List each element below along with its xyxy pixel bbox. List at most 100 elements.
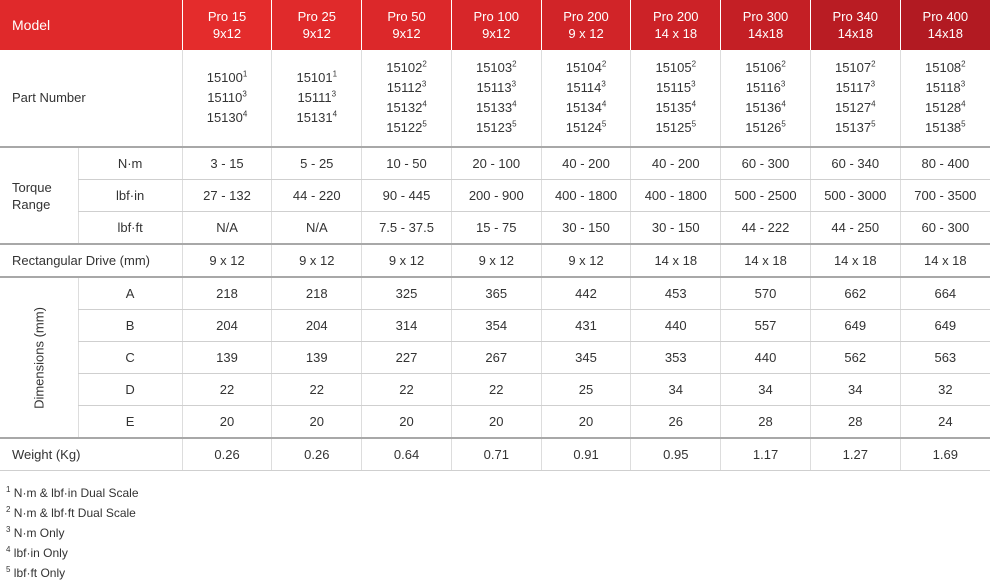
dimension-value: 204 — [271, 309, 362, 342]
torque-value: N/A — [271, 211, 362, 245]
model-drive: 14 x 18 — [654, 26, 698, 41]
dimension-key: E — [77, 405, 183, 439]
part-number-footnote-ref: 4 — [691, 99, 697, 109]
part-number-footnote-ref: 3 — [870, 79, 876, 89]
part-number-value: 15117 — [835, 80, 871, 95]
dimension-value: 453 — [630, 276, 721, 310]
model-column-header: Pro 15 9x12 — [181, 0, 272, 50]
part-number-cell: 151082 151183 151284 151385 — [899, 50, 990, 148]
model-drive: 9x12 — [482, 26, 511, 41]
dimension-value: 20 — [271, 405, 362, 439]
torque-range-label: Torque Range — [0, 146, 79, 245]
dimension-value: 649 — [809, 309, 901, 342]
torque-value: 60 - 300 — [720, 146, 811, 180]
footnote-number: 2 — [6, 505, 11, 514]
dimension-value: 440 — [630, 309, 721, 342]
part-number: 151163 — [721, 78, 810, 98]
part-number: 151042 — [542, 58, 631, 78]
header-row: Model Pro 15 9x12 Pro 25 9x12 Pro 50 9x12 P… — [0, 0, 990, 50]
model-column-header: Pro 300 14x18 — [720, 0, 811, 50]
torque-value: 40 - 200 — [630, 146, 721, 180]
part-number-value: 15134 — [565, 100, 602, 115]
dimension-value: 442 — [540, 276, 631, 310]
part-number-value: 15126 — [745, 120, 782, 135]
dimension-key: A — [77, 276, 183, 310]
dimension-value: 649 — [899, 309, 990, 342]
part-number-value: 15106 — [745, 60, 782, 75]
part-number-value: 15136 — [745, 100, 782, 115]
weight-value: 1.17 — [720, 437, 811, 471]
footnote: 4 lbf·in Only — [6, 543, 139, 563]
part-number-value: 15118 — [925, 80, 961, 95]
dimension-value: 354 — [450, 309, 542, 342]
torque-value: 5 - 25 — [271, 146, 362, 180]
drive-value: 14 x 18 — [899, 243, 990, 278]
spec-table: Model Pro 15 9x12 Pro 25 9x12 Pro 50 9x12 P… — [0, 0, 990, 471]
footnote-number: 1 — [6, 485, 11, 494]
part-number-value: 15113 — [476, 80, 512, 95]
footnote-text: N·m Only — [13, 526, 65, 540]
model-name: Pro 200 — [653, 9, 699, 24]
part-number-footnote-ref: 3 — [960, 79, 966, 89]
torque-row: Torque Range N·m 3 - 15 5 - 25 10 - 50 20 - 1… — [0, 146, 990, 245]
dimension-key: C — [77, 341, 183, 374]
dimension-value: 28 — [809, 405, 901, 439]
part-number-footnote-ref: 3 — [691, 79, 696, 89]
rectangular-drive-row: Rectangular Drive (mm) 9 x 12 9 x 12 9 x 12… — [0, 243, 990, 278]
dimension-value: 28 — [720, 405, 811, 439]
part-number-footnote-ref: 1 — [242, 69, 248, 79]
part-number-value: 15101 — [296, 70, 333, 85]
dimension-value: 570 — [720, 276, 811, 310]
weight-value: 0.91 — [540, 437, 631, 471]
dimension-value: 22 — [271, 373, 362, 406]
torque-value: 80 - 400 — [899, 146, 990, 180]
model-name: Pro 400 — [922, 9, 969, 24]
model-drive: 14x18 — [837, 26, 873, 41]
model-drive: 9 x 12 — [568, 26, 604, 41]
part-number-footnote-ref: 3 — [511, 79, 517, 89]
torque-value: 10 - 50 — [361, 146, 452, 180]
part-number-cell: 151042 151143 151344 151245 — [540, 50, 631, 148]
dimension-value: 563 — [899, 341, 990, 374]
dimension-value: 20 — [361, 405, 452, 439]
part-number: 151183 — [901, 78, 990, 98]
part-number-footnote-ref: 5 — [422, 119, 427, 129]
part-number-footnote-ref: 5 — [961, 119, 966, 129]
part-number-value: 15115 — [655, 80, 692, 95]
torque-value: 44 - 250 — [809, 211, 901, 245]
weight-value: 1.69 — [899, 437, 990, 471]
part-number-footnote-ref: 2 — [512, 59, 517, 69]
part-number-cell: 151052 151153 151354 151255 — [630, 50, 721, 148]
dimension-value: 25 — [540, 373, 631, 406]
torque-value: 20 - 100 — [450, 146, 542, 180]
part-number: 151235 — [452, 118, 541, 138]
dimension-row: D 22 22 22 22 25 34 34 34 32 — [0, 373, 990, 406]
weight-value: 0.64 — [361, 437, 452, 471]
dimension-key: D — [77, 373, 183, 406]
part-number-footnote-ref: 3 — [331, 89, 337, 99]
torque-value: 15 - 75 — [450, 211, 542, 245]
torque-value: 30 - 150 — [630, 211, 721, 245]
dimension-value: 218 — [181, 276, 272, 310]
part-number: 151022 — [362, 58, 451, 78]
model-column-header: Pro 50 9x12 — [361, 0, 452, 50]
part-number: 151245 — [542, 118, 631, 138]
torque-value: 7.5 - 37.5 — [361, 211, 452, 245]
torque-value: 400 - 1800 — [630, 179, 721, 212]
model-drive: 9x12 — [212, 26, 242, 41]
model-name: Pro 200 — [563, 9, 609, 24]
dimension-value: 139 — [181, 341, 272, 374]
part-number-cell: 151072 151173 151274 151375 — [809, 50, 901, 148]
part-number-label: Part Number — [0, 50, 183, 148]
torque-row: lbf·in 27 - 132 44 - 220 90 - 445 200 - 900 4… — [0, 179, 990, 212]
part-number-footnote-ref: 5 — [601, 119, 607, 129]
part-number-footnote-ref: 4 — [601, 99, 607, 109]
model-column-header: Pro 400 14x18 — [899, 0, 990, 50]
torque-value: 30 - 150 — [540, 211, 631, 245]
dimension-value: 22 — [181, 373, 272, 406]
part-number: 151072 — [811, 58, 900, 78]
model-name: Pro 15 — [207, 9, 247, 24]
drive-value: 9 x 12 — [450, 243, 542, 278]
part-number-value: 15128 — [925, 100, 962, 115]
dimension-value: 34 — [630, 373, 721, 406]
